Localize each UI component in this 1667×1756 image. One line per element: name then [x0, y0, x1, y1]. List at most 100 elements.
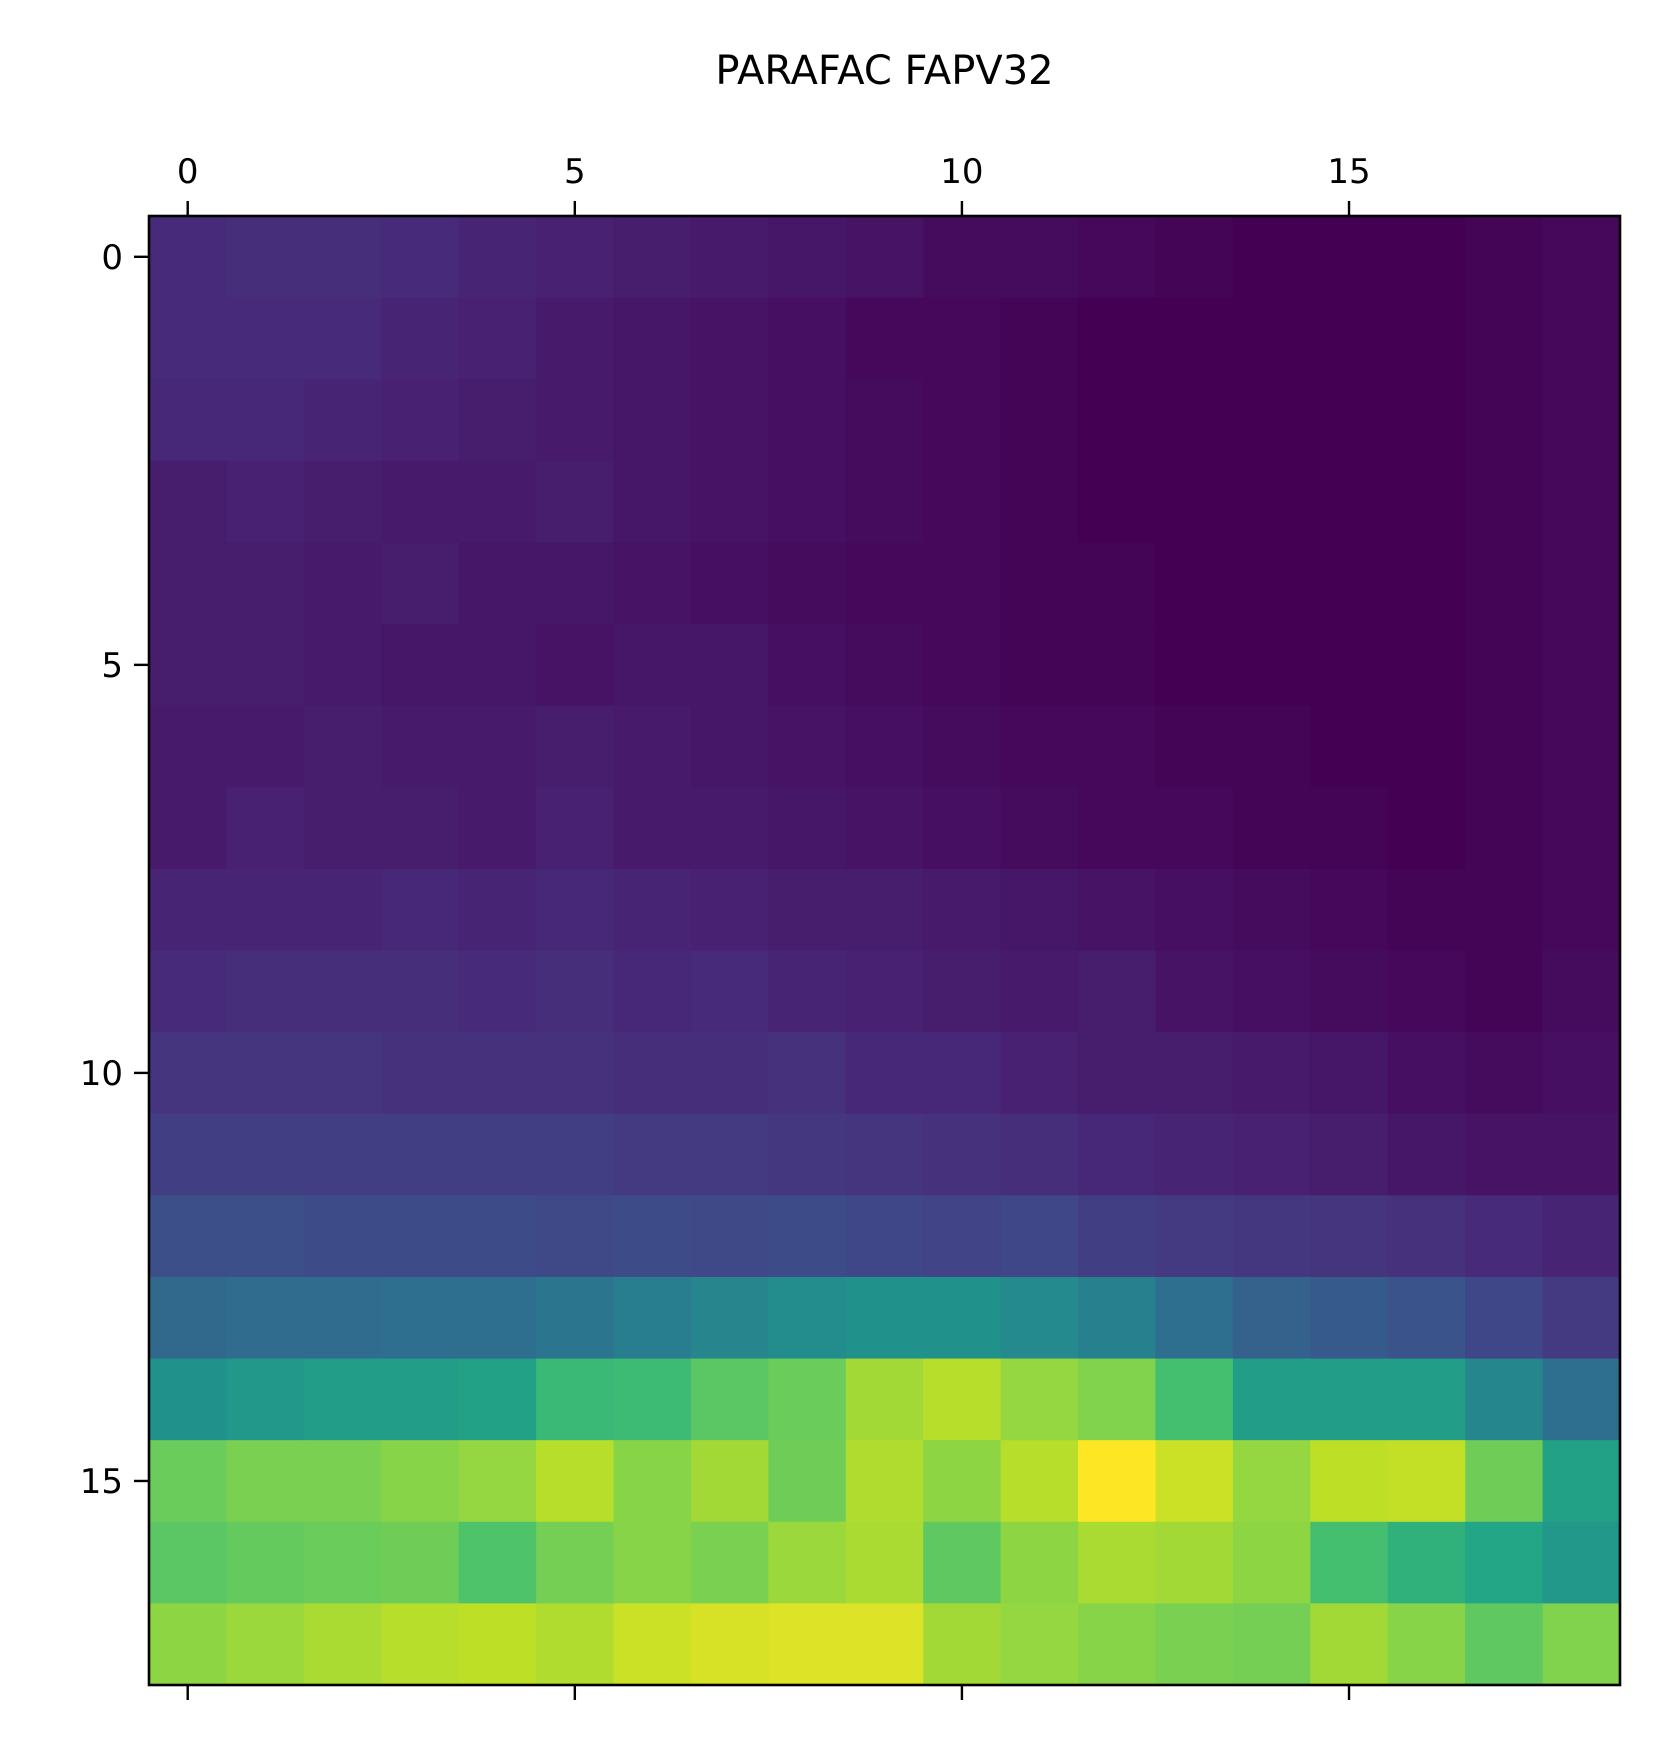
heatmap-cell [1232, 379, 1311, 462]
heatmap-cell [1155, 542, 1234, 625]
heatmap-cell [458, 1276, 537, 1360]
heatmap-cell [613, 1032, 692, 1115]
heatmap-cell [226, 868, 305, 952]
heatmap-cell [149, 705, 228, 788]
heatmap-cell [690, 297, 769, 380]
heatmap-cell [690, 1358, 769, 1441]
heatmap-cell [1232, 1603, 1311, 1686]
heatmap-cell [303, 1358, 382, 1441]
heatmap-cell [923, 1440, 1002, 1523]
heatmap-cell [1232, 950, 1311, 1033]
heatmap-cell [1000, 868, 1079, 952]
heatmap-cell [536, 1195, 615, 1278]
heatmap-cell [381, 1440, 460, 1523]
x-tick-label: 10 [940, 152, 983, 192]
heatmap-cell [381, 1195, 460, 1278]
heatmap-cell [149, 868, 228, 952]
heatmap-cell [303, 624, 382, 707]
heatmap-cell [536, 868, 615, 952]
heatmap-cell [1155, 624, 1234, 707]
heatmap-cell [690, 705, 769, 788]
heatmap-cell [690, 216, 769, 299]
heatmap-cell [381, 787, 460, 870]
heatmap-cell [845, 868, 924, 952]
heatmap-cell [613, 624, 692, 707]
heatmap-cells [149, 216, 1621, 1686]
heatmap-cell [536, 297, 615, 380]
heatmap-cell [381, 1358, 460, 1441]
heatmap-cell [845, 297, 924, 380]
heatmap-cell [226, 1113, 305, 1196]
heatmap-cell [1155, 460, 1234, 544]
heatmap-cell [149, 950, 228, 1033]
heatmap-cell [768, 1521, 847, 1604]
heatmap-cell [1000, 950, 1079, 1033]
heatmap-cell [1155, 787, 1234, 870]
heatmap-cell [1465, 1113, 1544, 1196]
chart-title: PARAFAC FAPV32 [715, 48, 1053, 94]
heatmap-cell [1155, 1276, 1234, 1360]
heatmap-cell [303, 1113, 382, 1196]
heatmap-cell [1232, 1521, 1311, 1604]
heatmap-cell [1465, 1276, 1544, 1360]
heatmap-cell [303, 787, 382, 870]
heatmap-cell [149, 297, 228, 380]
heatmap-cell [613, 460, 692, 544]
heatmap-cell [923, 950, 1002, 1033]
heatmap-cell [1465, 542, 1544, 625]
heatmap-cell [536, 950, 615, 1033]
heatmap-cell [1232, 1440, 1311, 1523]
heatmap-cell [1310, 379, 1389, 462]
heatmap-cell [1078, 1032, 1157, 1115]
heatmap-cell [1465, 297, 1544, 380]
heatmap-cell [923, 1195, 1002, 1278]
y-axis: 0 5 10 15 [80, 238, 149, 1502]
heatmap-cell [1078, 1440, 1157, 1523]
heatmap-cell [845, 542, 924, 625]
heatmap-cell [613, 1276, 692, 1360]
heatmap-cell [690, 624, 769, 707]
heatmap-cell [149, 1032, 228, 1115]
heatmap-cell [1310, 542, 1389, 625]
heatmap-cell [1155, 379, 1234, 462]
heatmap-cell [690, 787, 769, 870]
heatmap-cell [1000, 1358, 1079, 1441]
heatmap-cell [768, 787, 847, 870]
heatmap-cell [1542, 1440, 1621, 1523]
heatmap-cell [1310, 1032, 1389, 1115]
heatmap-cell [303, 542, 382, 625]
heatmap-cell [149, 216, 228, 299]
heatmap-cell [1155, 1358, 1234, 1441]
heatmap-cell [1078, 950, 1157, 1033]
heatmap-cell [690, 460, 769, 544]
heatmap-cell [923, 868, 1002, 952]
heatmap-cell [536, 1113, 615, 1196]
heatmap-cell [1155, 1113, 1234, 1196]
heatmap-cell [1387, 1276, 1466, 1360]
heatmap-cell [768, 1603, 847, 1686]
heatmap-cell [613, 1521, 692, 1604]
y-tick-label: 10 [80, 1054, 123, 1094]
heatmap-cell [536, 1032, 615, 1115]
heatmap-cell [768, 1358, 847, 1441]
heatmap-cell [613, 787, 692, 870]
heatmap-cell [1542, 1195, 1621, 1278]
heatmap-cell [1542, 868, 1621, 952]
heatmap-cell [1542, 624, 1621, 707]
heatmap-cell [226, 460, 305, 544]
heatmap-cell [1232, 460, 1311, 544]
heatmap-cell [1000, 1195, 1079, 1278]
heatmap-cell [1000, 542, 1079, 625]
heatmap-cell [845, 1521, 924, 1604]
heatmap-cell [536, 460, 615, 544]
heatmap-cell [536, 379, 615, 462]
heatmap-cell [226, 705, 305, 788]
heatmap-cell [1078, 542, 1157, 625]
heatmap-cell [226, 1032, 305, 1115]
heatmap-cell [690, 1113, 769, 1196]
heatmap-cell [768, 297, 847, 380]
heatmap-cell [458, 1521, 537, 1604]
heatmap-cell [536, 1276, 615, 1360]
heatmap-cell [1000, 1276, 1079, 1360]
heatmap-cell [1078, 1521, 1157, 1604]
